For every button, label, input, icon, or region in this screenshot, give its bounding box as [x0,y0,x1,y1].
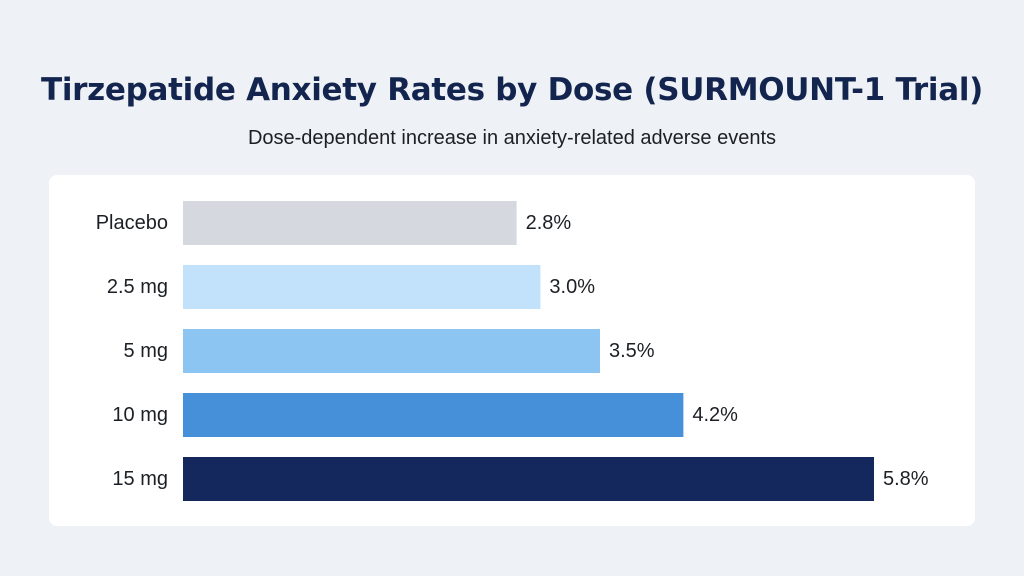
bar [183,329,600,373]
chart-title: Tirzepatide Anxiety Rates by Dose (SURMO… [40,72,984,108]
chart-card: Placebo 2.8% 2.5 mg 3.0% 5 mg 3.5% 10 mg 4.2% 15… [49,175,975,526]
category-label: 2.5 mg [107,276,168,298]
value-label: 5.8% [883,468,929,490]
bar-chart: Placebo 2.8% 2.5 mg 3.0% 5 mg 3.5% 10 mg 4.2% 15… [96,201,929,501]
bar [183,457,874,501]
chart-subtitle: Dose-dependent increase in anxiety-relat… [247,127,777,149]
value-label: 3.0% [549,276,595,298]
bar [183,393,684,437]
value-label: 4.2% [692,404,738,426]
category-label: Placebo [96,212,168,234]
category-label: 15 mg [112,468,168,490]
value-label: 3.5% [609,340,655,362]
bar [183,265,541,309]
category-label: 5 mg [124,340,168,362]
category-label: 10 mg [112,404,168,426]
bar [183,201,517,245]
value-label: 2.8% [526,212,572,234]
